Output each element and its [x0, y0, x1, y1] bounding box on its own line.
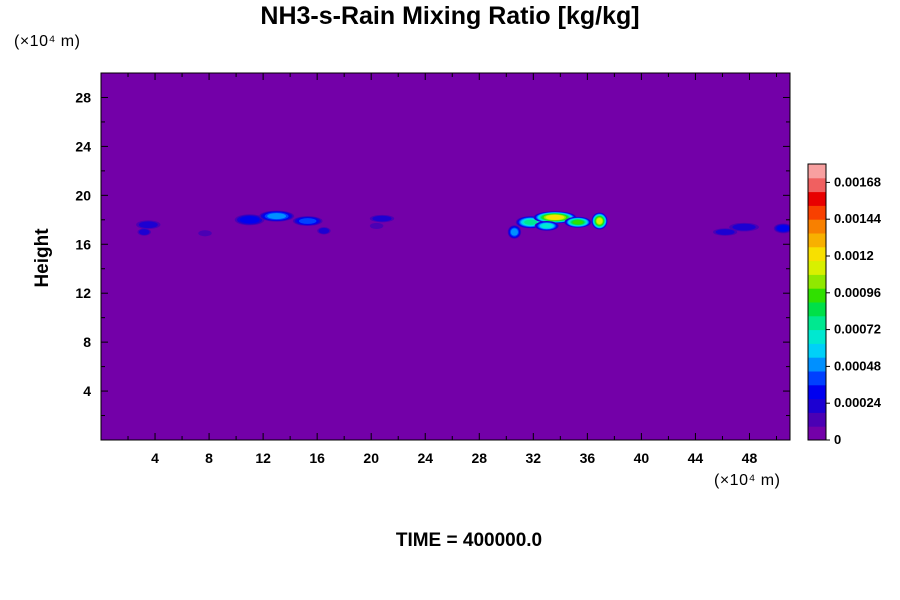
rain-cell [773, 223, 790, 234]
y-tick-label: 4 [83, 383, 91, 399]
colorbar-label: 0.00072 [834, 322, 881, 337]
plot-frame [100, 72, 791, 441]
rain-cell [292, 216, 323, 226]
rain-cell [507, 225, 522, 239]
contour-level [732, 223, 756, 231]
colorbar-swatch [808, 260, 826, 275]
contour-level [138, 229, 150, 235]
chart-title: NH3-s-Rain Mixing Ratio [kg/kg] [260, 2, 640, 30]
colorbar-swatch [808, 288, 826, 303]
x-tick-label: 8 [205, 450, 213, 466]
rain-cell [534, 221, 559, 231]
colorbar-label: 0.00096 [834, 285, 881, 300]
rain-cell [369, 214, 395, 223]
plot-area [101, 73, 790, 440]
colorbar-swatch [808, 426, 826, 441]
y-tick-label: 28 [75, 89, 91, 105]
colorbar: 0 0.00024 0.00048 0.00072 0.00096 0.0012 0.001… [807, 163, 882, 447]
colorbar-label: 0.00024 [834, 395, 882, 410]
contour-level [267, 213, 287, 220]
contour-level [239, 216, 260, 224]
rain-cell [317, 227, 331, 235]
colorbar-swatch [808, 233, 826, 248]
x-axis: 4 8 12 16 20 24 28 32 36 40 44 48 [127, 73, 777, 466]
field-contours [136, 210, 790, 239]
rain-cell [369, 222, 384, 229]
rain-cell [234, 214, 265, 226]
colorbar-swatch [808, 191, 826, 206]
x-axis-unit: (×10⁴ m) [714, 472, 781, 489]
contour-level [369, 222, 384, 229]
y-tick-label: 12 [75, 285, 91, 301]
contour-level [138, 221, 158, 229]
contour-level [298, 218, 317, 224]
x-tick-label: 40 [634, 450, 650, 466]
colorbar-swatch [808, 398, 826, 413]
y-axis: 4 8 12 16 20 24 28 [75, 89, 790, 417]
colorbar-border [807, 163, 827, 441]
y-tick-label: 16 [75, 236, 91, 252]
y-tick-label: 8 [83, 334, 91, 350]
contour-level [572, 220, 584, 225]
colorbar-swatch [808, 357, 826, 372]
colorbar-swatch [808, 343, 826, 358]
colorbar-swatch [808, 302, 826, 317]
y-tick-label: 24 [75, 138, 91, 154]
contour-level [776, 225, 790, 232]
colorbar-swatch [808, 315, 826, 331]
rain-cell [259, 210, 295, 222]
colorbar-label: 0.00048 [834, 358, 881, 373]
x-tick-label: 24 [417, 450, 433, 466]
rain-cell [591, 212, 608, 230]
contour-level [547, 215, 563, 220]
colorbar-swatch [808, 384, 826, 400]
x-tick-label: 28 [471, 450, 487, 466]
contour-level [596, 217, 603, 225]
contour-level [524, 219, 538, 225]
colorbar-swatch [808, 329, 826, 344]
x-tick-label: 48 [742, 450, 758, 466]
contour-level [715, 229, 735, 235]
plot-border [100, 72, 791, 441]
colorbar-swatch [808, 371, 826, 386]
colorbar-swatch [808, 205, 826, 220]
contour-level [510, 228, 519, 236]
colorbar-swatch [808, 412, 826, 427]
colorbar-swatch [808, 246, 826, 262]
y-axis-unit: (×10⁴ m) [14, 33, 81, 50]
x-tick-label: 12 [255, 450, 271, 466]
rain-cell [533, 211, 577, 224]
rain-cell [712, 228, 738, 236]
colorbar-label: 0.00144 [834, 211, 882, 226]
rain-cell [137, 228, 151, 236]
rain-cell [564, 216, 592, 228]
x-tick-label: 36 [580, 450, 596, 466]
x-tick-label: 44 [688, 450, 704, 466]
plot-background [101, 73, 790, 440]
rain-cell [136, 220, 161, 229]
colorbar-swatch [808, 274, 826, 289]
contour-level [541, 223, 553, 229]
colorbar-label: 0 [834, 432, 841, 447]
colorbar-swatch [808, 164, 826, 179]
colorbar-label: 0.00168 [834, 174, 881, 189]
time-label: TIME = 400000.0 [395, 530, 543, 551]
contour-level [372, 215, 392, 222]
rain-cell [729, 222, 759, 232]
x-tick-label: 4 [151, 450, 159, 466]
contour-level [318, 227, 330, 234]
x-tick-label: 20 [363, 450, 379, 466]
rain-cell [198, 230, 212, 237]
colorbar-label: 0.0012 [834, 248, 874, 263]
colorbar-swatch [808, 177, 826, 193]
contour-level [198, 230, 212, 237]
x-tick-label: 16 [309, 450, 325, 466]
y-tick-label: 20 [75, 187, 91, 203]
x-tick-label: 32 [526, 450, 542, 466]
colorbar-swatch [808, 219, 826, 234]
